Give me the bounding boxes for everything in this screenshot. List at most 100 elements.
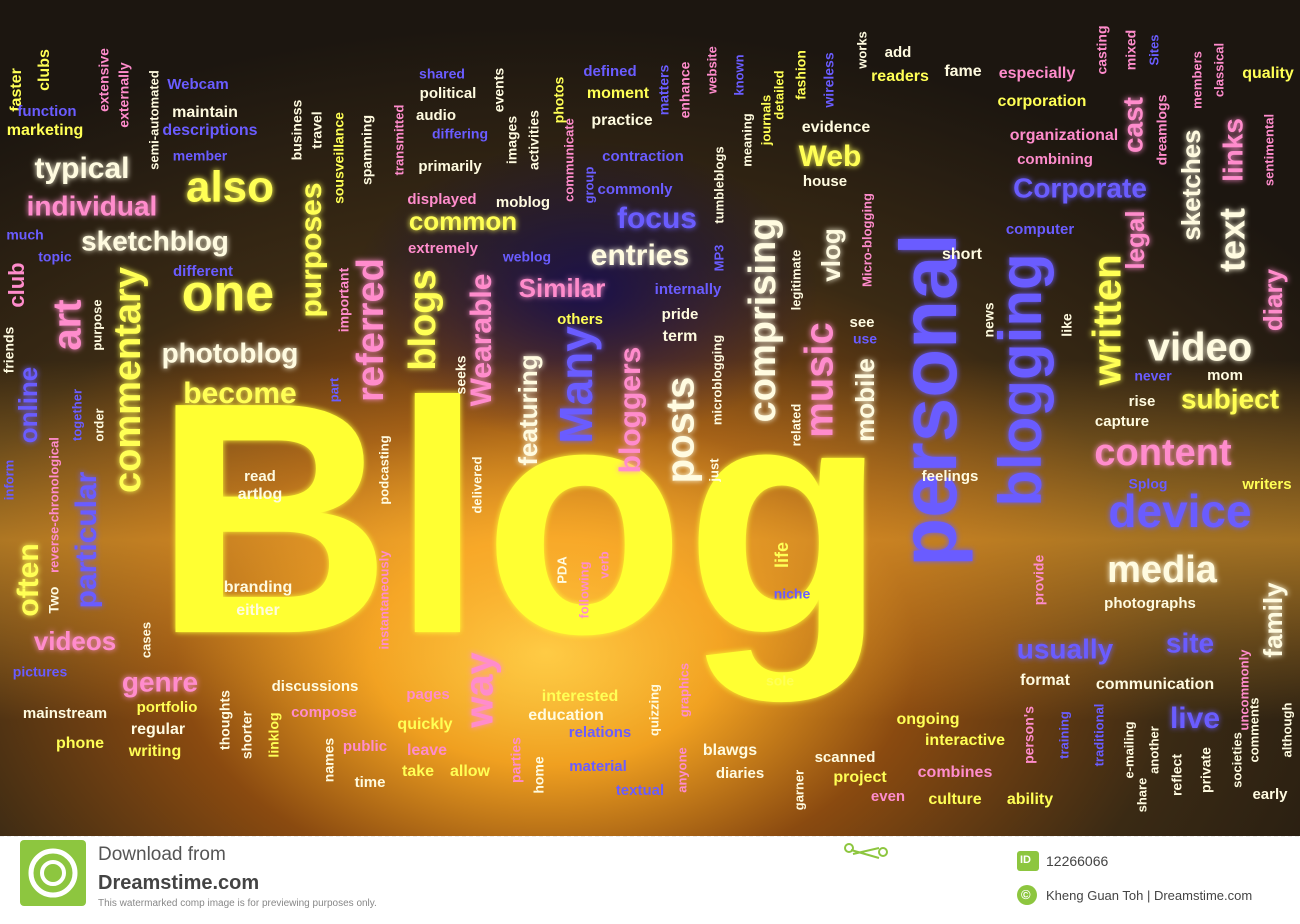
id-label: ID	[1020, 854, 1031, 866]
word: blogs	[402, 269, 444, 370]
word: traditional	[1091, 704, 1106, 767]
word: just	[706, 458, 721, 483]
word: together	[69, 389, 84, 441]
word: material	[569, 758, 627, 775]
word: moment	[587, 85, 650, 102]
word: known	[731, 54, 746, 95]
word: mom	[1207, 367, 1243, 384]
word: MP3	[711, 245, 726, 272]
word: enhance	[677, 61, 693, 118]
word: vlog	[816, 228, 846, 281]
word: phone	[56, 735, 104, 752]
copyright-badge	[1017, 885, 1037, 905]
word: cast	[1117, 97, 1148, 153]
scissors-icon	[844, 843, 888, 859]
word: niche	[774, 586, 811, 602]
word: become	[183, 377, 296, 410]
word: parties	[508, 737, 524, 783]
word: part	[326, 377, 341, 402]
word: see	[849, 314, 874, 331]
word: purposes	[295, 182, 328, 317]
word: Micro-blogging	[859, 193, 874, 287]
word: family	[1258, 582, 1288, 658]
word: compose	[291, 704, 357, 721]
watermark-note: This watermarked comp image is for previ…	[98, 898, 377, 909]
word: topic	[38, 249, 72, 265]
word: displayed	[407, 191, 476, 208]
word: like	[1059, 313, 1075, 337]
word: cases	[138, 622, 153, 658]
word: Many	[550, 326, 602, 444]
word: also	[186, 163, 274, 212]
id-badge	[1017, 851, 1039, 871]
word: uncommonly	[1236, 649, 1251, 731]
word: Similar	[519, 273, 606, 303]
word: especially	[999, 65, 1076, 82]
word: media	[1107, 549, 1218, 591]
word: news	[981, 302, 997, 337]
word: externally	[116, 62, 132, 128]
word: clubs	[36, 49, 53, 91]
word: blogging	[987, 253, 1054, 506]
word: names	[321, 738, 337, 783]
word: allow	[450, 763, 491, 780]
word: quickly	[397, 716, 452, 733]
word: reverse-chronological	[46, 437, 61, 573]
word: regular	[131, 721, 185, 738]
word: extremely	[408, 240, 479, 257]
word: works	[854, 31, 869, 70]
word: instantaneously	[376, 550, 391, 650]
word: text	[1212, 208, 1253, 272]
word: format	[1020, 672, 1070, 689]
word: often	[12, 543, 45, 616]
word: shorter	[239, 710, 255, 759]
word: home	[531, 756, 547, 794]
word: PDA	[554, 556, 569, 584]
word: sketchblog	[81, 225, 229, 256]
site-name: Dreamstime.com	[98, 872, 260, 894]
word: Wearable	[465, 274, 498, 407]
word: wireless	[821, 52, 837, 108]
word: dreamlogs	[1154, 94, 1170, 165]
footer-graphics	[0, 836, 1300, 906]
word: organizational	[1010, 127, 1118, 144]
word: combining	[1017, 151, 1093, 168]
word: photographs	[1104, 595, 1196, 612]
word: life	[772, 542, 792, 568]
word: site	[1166, 627, 1214, 658]
word: legitimate	[788, 250, 803, 311]
word: primarily	[418, 158, 482, 175]
word: member	[173, 148, 228, 164]
word: usually	[1017, 633, 1114, 664]
word: entries	[591, 239, 689, 272]
word: extensive	[96, 48, 112, 112]
word: garner	[791, 770, 806, 810]
word: one	[182, 265, 274, 323]
word: moblog	[496, 194, 550, 211]
word: communication	[1096, 676, 1214, 693]
word: readers	[871, 68, 929, 85]
word: thoughts	[217, 690, 233, 750]
word: sousveillance	[331, 112, 347, 204]
word: evidence	[802, 119, 871, 136]
word: corporation	[998, 93, 1087, 110]
word: subject	[1181, 383, 1279, 414]
word: societies	[1229, 732, 1244, 788]
word: business	[289, 99, 305, 160]
word: linklog	[266, 712, 282, 757]
word: music	[798, 322, 842, 438]
word: contraction	[602, 148, 684, 165]
word: differing	[432, 126, 488, 142]
word: content	[1094, 432, 1232, 474]
word: scanned	[815, 749, 876, 766]
word: legal	[1120, 210, 1150, 269]
word: referred	[350, 258, 392, 402]
word: website	[704, 46, 719, 95]
word: order	[91, 408, 106, 441]
word: leave	[407, 742, 447, 759]
word: discussions	[272, 678, 359, 695]
word: e-mailing	[1121, 721, 1136, 778]
word: inform	[1, 460, 16, 500]
word: practice	[591, 112, 652, 129]
word: tumbleblogs	[711, 146, 726, 223]
